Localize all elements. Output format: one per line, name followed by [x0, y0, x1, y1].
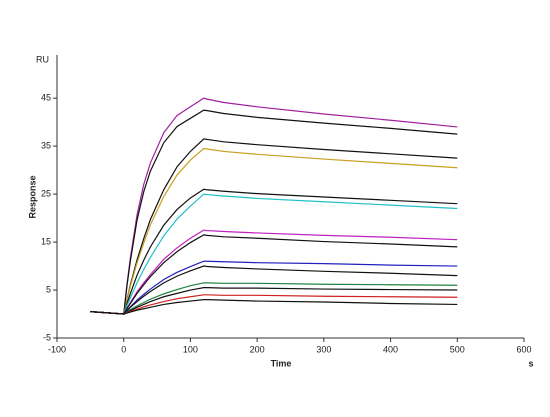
sensorgram-line	[90, 147, 458, 315]
sensorgram-line	[90, 265, 458, 315]
y-unit: RU	[36, 54, 49, 64]
y-tick-label: 5	[46, 284, 51, 294]
sensorgram-line	[90, 193, 458, 315]
x-tick-label: 600	[516, 344, 531, 354]
sensorgram-line	[90, 234, 458, 315]
y-tick-label: 45	[41, 93, 51, 103]
x-tick-label: 100	[183, 344, 198, 354]
sensorgram-line	[90, 287, 458, 315]
x-tick-label: 400	[383, 344, 398, 354]
sensorgram-line	[90, 299, 458, 315]
y-tick-label: -5	[43, 332, 51, 342]
x-tick-label: 200	[250, 344, 265, 354]
sensorgram-line	[90, 109, 458, 315]
x-unit: s	[528, 358, 533, 368]
sensorgram-line	[90, 188, 458, 315]
sensorgram-line	[90, 294, 458, 315]
y-tick-label: 25	[41, 188, 51, 198]
x-tick-label: 500	[450, 344, 465, 354]
x-tick-label: 300	[316, 344, 331, 354]
y-tick-label: 15	[41, 236, 51, 246]
y-axis-label: Response	[27, 175, 37, 218]
x-axis-label: Time	[271, 358, 292, 368]
sensorgram-line	[90, 282, 458, 315]
x-tick-label: -100	[48, 344, 66, 354]
y-tick-label: 35	[41, 141, 51, 151]
x-tick-label: 0	[121, 344, 126, 354]
